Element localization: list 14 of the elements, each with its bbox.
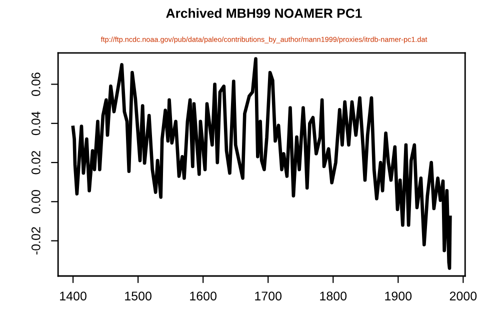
- x-tick-label: 1500: [125, 292, 152, 300]
- x-tick-label: 1600: [190, 292, 216, 300]
- x-tick-label: 1700: [255, 292, 282, 300]
- y-tick-label: 0.00: [31, 190, 40, 214]
- chart-title: Archived MBH99 NOAMER PC1: [166, 8, 362, 18]
- y-tick-label: 0.04: [31, 112, 40, 136]
- line-series: [71, 57, 452, 270]
- x-tick-label: 1400: [60, 292, 86, 300]
- x-tick-label: 1900: [385, 292, 412, 300]
- y-tick-label: -0.02: [31, 227, 40, 254]
- x-tick-label: 2000: [450, 292, 477, 300]
- y-tick-label: 0.02: [31, 150, 40, 174]
- x-tick-label: 1800: [320, 292, 347, 300]
- y-tick-label: 0.06: [31, 72, 40, 96]
